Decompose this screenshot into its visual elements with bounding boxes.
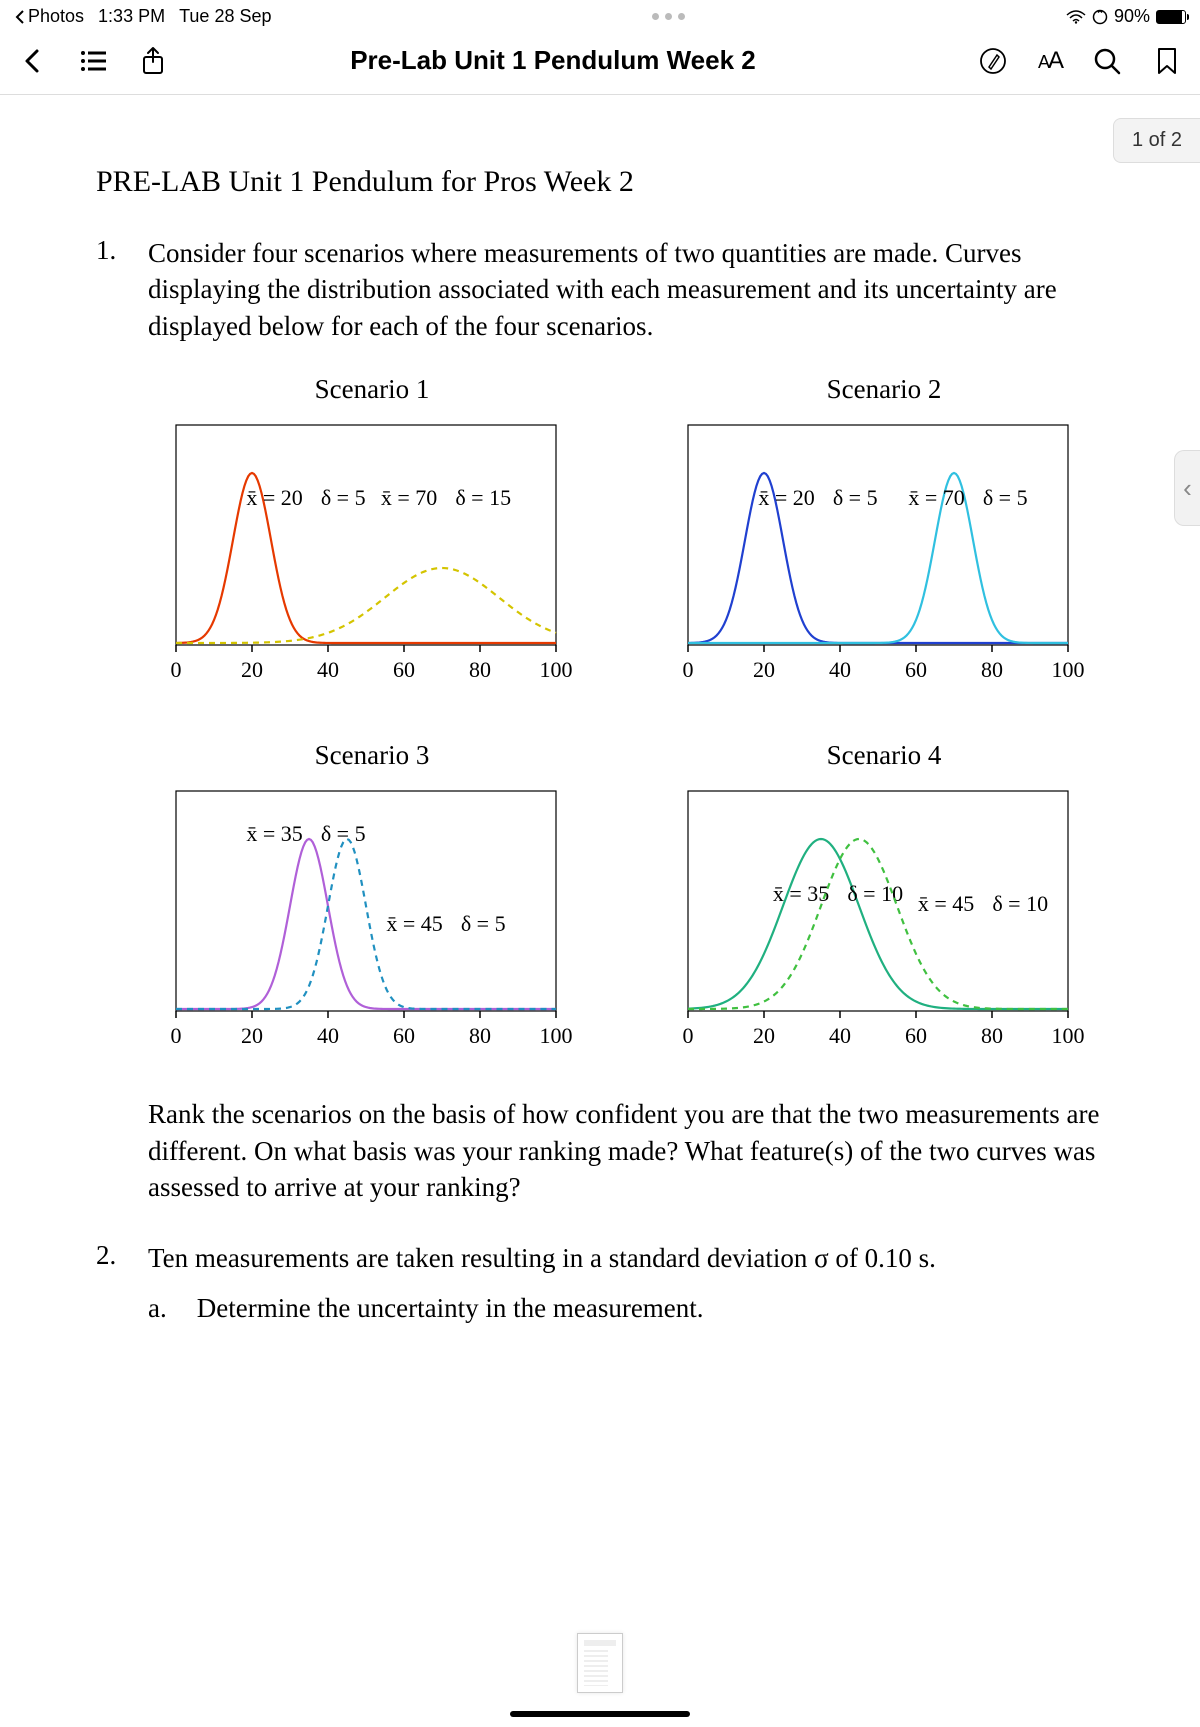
battery-fill bbox=[1157, 11, 1182, 23]
svg-text:60: 60 bbox=[905, 1023, 927, 1048]
slide-over-tab[interactable]: ‹ bbox=[1174, 450, 1200, 526]
svg-text:x̄ = 70δ = 15: x̄ = 70δ = 15 bbox=[381, 485, 511, 510]
svg-text:100: 100 bbox=[540, 1023, 573, 1048]
svg-text:x̄ = 45δ = 5: x̄ = 45δ = 5 bbox=[386, 911, 505, 936]
svg-text:60: 60 bbox=[393, 1023, 415, 1048]
text-size-button[interactable]: AAAA bbox=[1038, 47, 1062, 75]
doc-heading: PRE-LAB Unit 1 Pendulum for Pros Week 2 bbox=[96, 165, 1120, 199]
multitask-dots[interactable] bbox=[652, 13, 685, 20]
svg-text:60: 60 bbox=[905, 657, 927, 682]
wifi-icon bbox=[1066, 10, 1086, 24]
q1-followup: Rank the scenarios on the basis of how c… bbox=[148, 1096, 1120, 1205]
question-1: 1. Consider four scenarios where measure… bbox=[96, 235, 1120, 344]
document-content: PRE-LAB Unit 1 Pendulum for Pros Week 2 … bbox=[0, 95, 1200, 1327]
scenario-2-title: Scenario 2 bbox=[648, 374, 1120, 405]
svg-text:80: 80 bbox=[981, 657, 1003, 682]
svg-text:40: 40 bbox=[829, 1023, 851, 1048]
svg-text:100: 100 bbox=[540, 657, 573, 682]
svg-text:20: 20 bbox=[241, 1023, 263, 1048]
page-thumbnail[interactable] bbox=[577, 1633, 623, 1693]
home-indicator[interactable] bbox=[510, 1711, 690, 1717]
page-count-badge[interactable]: 1 of 2 bbox=[1113, 118, 1200, 163]
back-label-text: Photos bbox=[28, 6, 84, 27]
list-button[interactable] bbox=[78, 46, 108, 76]
q1-number: 1. bbox=[96, 235, 124, 344]
back-to-photos[interactable]: Photos bbox=[14, 6, 84, 27]
back-button[interactable] bbox=[18, 46, 48, 76]
status-bar: Photos 1:33 PM Tue 28 Sep 90% bbox=[0, 0, 1200, 31]
battery-percent: 90% bbox=[1114, 6, 1150, 27]
status-right: 90% bbox=[1066, 6, 1186, 27]
q1-body: Consider four scenarios where measuremen… bbox=[148, 235, 1120, 344]
svg-text:20: 20 bbox=[753, 657, 775, 682]
svg-text:x̄ = 20δ = 5: x̄ = 20δ = 5 bbox=[758, 485, 877, 510]
svg-text:0: 0 bbox=[683, 1023, 694, 1048]
scenario-1: Scenario 1 x̄ = 20δ = 5 x̄ = 70δ = 15 0 20 4… bbox=[136, 374, 608, 700]
svg-text:x̄ = 20δ = 5: x̄ = 20δ = 5 bbox=[246, 485, 365, 510]
scenario-2: Scenario 2 x̄ = 20δ = 5 x̄ = 70δ = 5 0 20 40… bbox=[648, 374, 1120, 700]
scenario-1-chart: x̄ = 20δ = 5 x̄ = 70δ = 15 0 20 40 60 80 100 bbox=[136, 415, 576, 695]
orientation-lock-icon bbox=[1092, 9, 1108, 25]
scenario-4-chart: x̄ = 35δ = 10 x̄ = 45δ = 10 0 20 40 60 80 100 bbox=[648, 781, 1088, 1061]
scenario-4: Scenario 4 x̄ = 35δ = 10 x̄ = 45δ = 10 0 20… bbox=[648, 740, 1120, 1066]
battery-icon bbox=[1156, 10, 1186, 24]
q2a-body: Determine the uncertainty in the measure… bbox=[197, 1290, 704, 1326]
scenario-3: Scenario 3 x̄ = 35δ = 5x̄ = 45δ = 502040… bbox=[136, 740, 608, 1066]
svg-text:20: 20 bbox=[241, 657, 263, 682]
svg-text:100: 100 bbox=[1052, 657, 1085, 682]
scenario-4-title: Scenario 4 bbox=[648, 740, 1120, 771]
svg-text:80: 80 bbox=[469, 1023, 491, 1048]
scenario-3-title: Scenario 3 bbox=[136, 740, 608, 771]
bookmark-button[interactable] bbox=[1152, 46, 1182, 76]
svg-text:40: 40 bbox=[317, 1023, 339, 1048]
q2-body: Ten measurements are taken resulting in … bbox=[148, 1243, 936, 1273]
svg-text:40: 40 bbox=[317, 657, 339, 682]
back-caret-icon bbox=[14, 9, 26, 25]
q2a-letter: a. bbox=[148, 1290, 167, 1326]
svg-text:40: 40 bbox=[829, 657, 851, 682]
status-left: Photos 1:33 PM Tue 28 Sep bbox=[14, 6, 272, 27]
svg-text:80: 80 bbox=[469, 657, 491, 682]
annotate-button[interactable] bbox=[978, 46, 1008, 76]
svg-text:0: 0 bbox=[683, 657, 694, 682]
q2-number: 2. bbox=[96, 1240, 124, 1327]
svg-text:60: 60 bbox=[393, 657, 415, 682]
svg-text:20: 20 bbox=[753, 1023, 775, 1048]
scenario-grid: Scenario 1 x̄ = 20δ = 5 x̄ = 70δ = 15 0 20 4… bbox=[136, 374, 1120, 1066]
status-time: 1:33 PM bbox=[98, 6, 165, 27]
svg-text:100: 100 bbox=[1052, 1023, 1085, 1048]
scenario-3-chart: x̄ = 35δ = 5x̄ = 45δ = 5020406080100 bbox=[136, 781, 576, 1061]
svg-text:x̄ = 45δ = 10: x̄ = 45δ = 10 bbox=[918, 891, 1048, 916]
page-title: Pre-Lab Unit 1 Pendulum Week 2 bbox=[156, 45, 950, 76]
scenario-1-title: Scenario 1 bbox=[136, 374, 608, 405]
svg-text:x̄ = 35δ = 10: x̄ = 35δ = 10 bbox=[773, 881, 903, 906]
status-date: Tue 28 Sep bbox=[179, 6, 271, 27]
question-2: 2. Ten measurements are taken resulting … bbox=[96, 1240, 1120, 1327]
svg-text:0: 0 bbox=[171, 1023, 182, 1048]
nav-bar: Pre-Lab Unit 1 Pendulum Week 2 AAAA bbox=[0, 31, 1200, 95]
scenario-2-chart: x̄ = 20δ = 5 x̄ = 70δ = 5 0 20 40 60 80 100 bbox=[648, 415, 1088, 695]
search-button[interactable] bbox=[1092, 46, 1122, 76]
svg-text:0: 0 bbox=[171, 657, 182, 682]
svg-text:x̄ = 70δ = 5: x̄ = 70δ = 5 bbox=[908, 485, 1027, 510]
svg-text:80: 80 bbox=[981, 1023, 1003, 1048]
